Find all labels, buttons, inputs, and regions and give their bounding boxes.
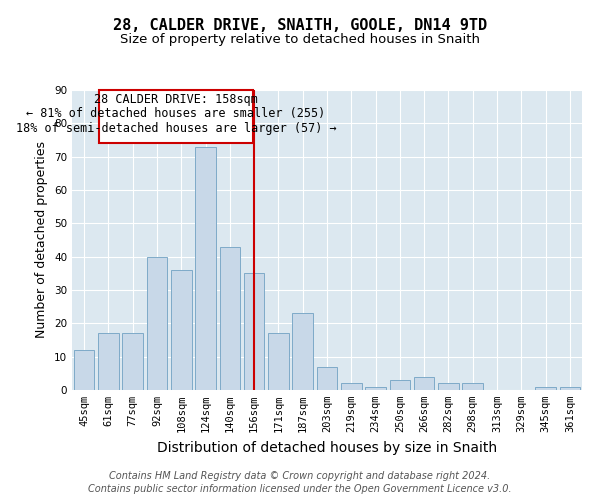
Text: Contains public sector information licensed under the Open Government Licence v3: Contains public sector information licen… [88, 484, 512, 494]
Bar [438, 384, 459, 390]
Bar [414, 376, 434, 390]
Bar [292, 314, 313, 390]
Bar [535, 386, 556, 390]
Text: Contains HM Land Registry data © Crown copyright and database right 2024.: Contains HM Land Registry data © Crown c… [109, 471, 491, 481]
Bar [365, 386, 386, 390]
Bar [244, 274, 265, 390]
Bar [98, 334, 119, 390]
Text: 28, CALDER DRIVE, SNAITH, GOOLE, DN14 9TD: 28, CALDER DRIVE, SNAITH, GOOLE, DN14 9T… [113, 18, 487, 32]
Bar [171, 270, 191, 390]
Bar [268, 334, 289, 390]
FancyBboxPatch shape [99, 90, 253, 144]
Text: 18% of semi-detached houses are larger (57) →: 18% of semi-detached houses are larger (… [16, 122, 336, 135]
Bar [220, 246, 240, 390]
Text: ← 81% of detached houses are smaller (255): ← 81% of detached houses are smaller (25… [26, 107, 325, 120]
Bar [560, 386, 580, 390]
Bar [122, 334, 143, 390]
Bar [74, 350, 94, 390]
Text: Size of property relative to detached houses in Snaith: Size of property relative to detached ho… [120, 32, 480, 46]
Text: 28 CALDER DRIVE: 158sqm: 28 CALDER DRIVE: 158sqm [94, 94, 258, 106]
Y-axis label: Number of detached properties: Number of detached properties [35, 142, 49, 338]
Bar [195, 146, 216, 390]
Bar [146, 256, 167, 390]
Bar [317, 366, 337, 390]
Bar [463, 384, 483, 390]
Bar [341, 384, 362, 390]
X-axis label: Distribution of detached houses by size in Snaith: Distribution of detached houses by size … [157, 440, 497, 454]
Bar [389, 380, 410, 390]
